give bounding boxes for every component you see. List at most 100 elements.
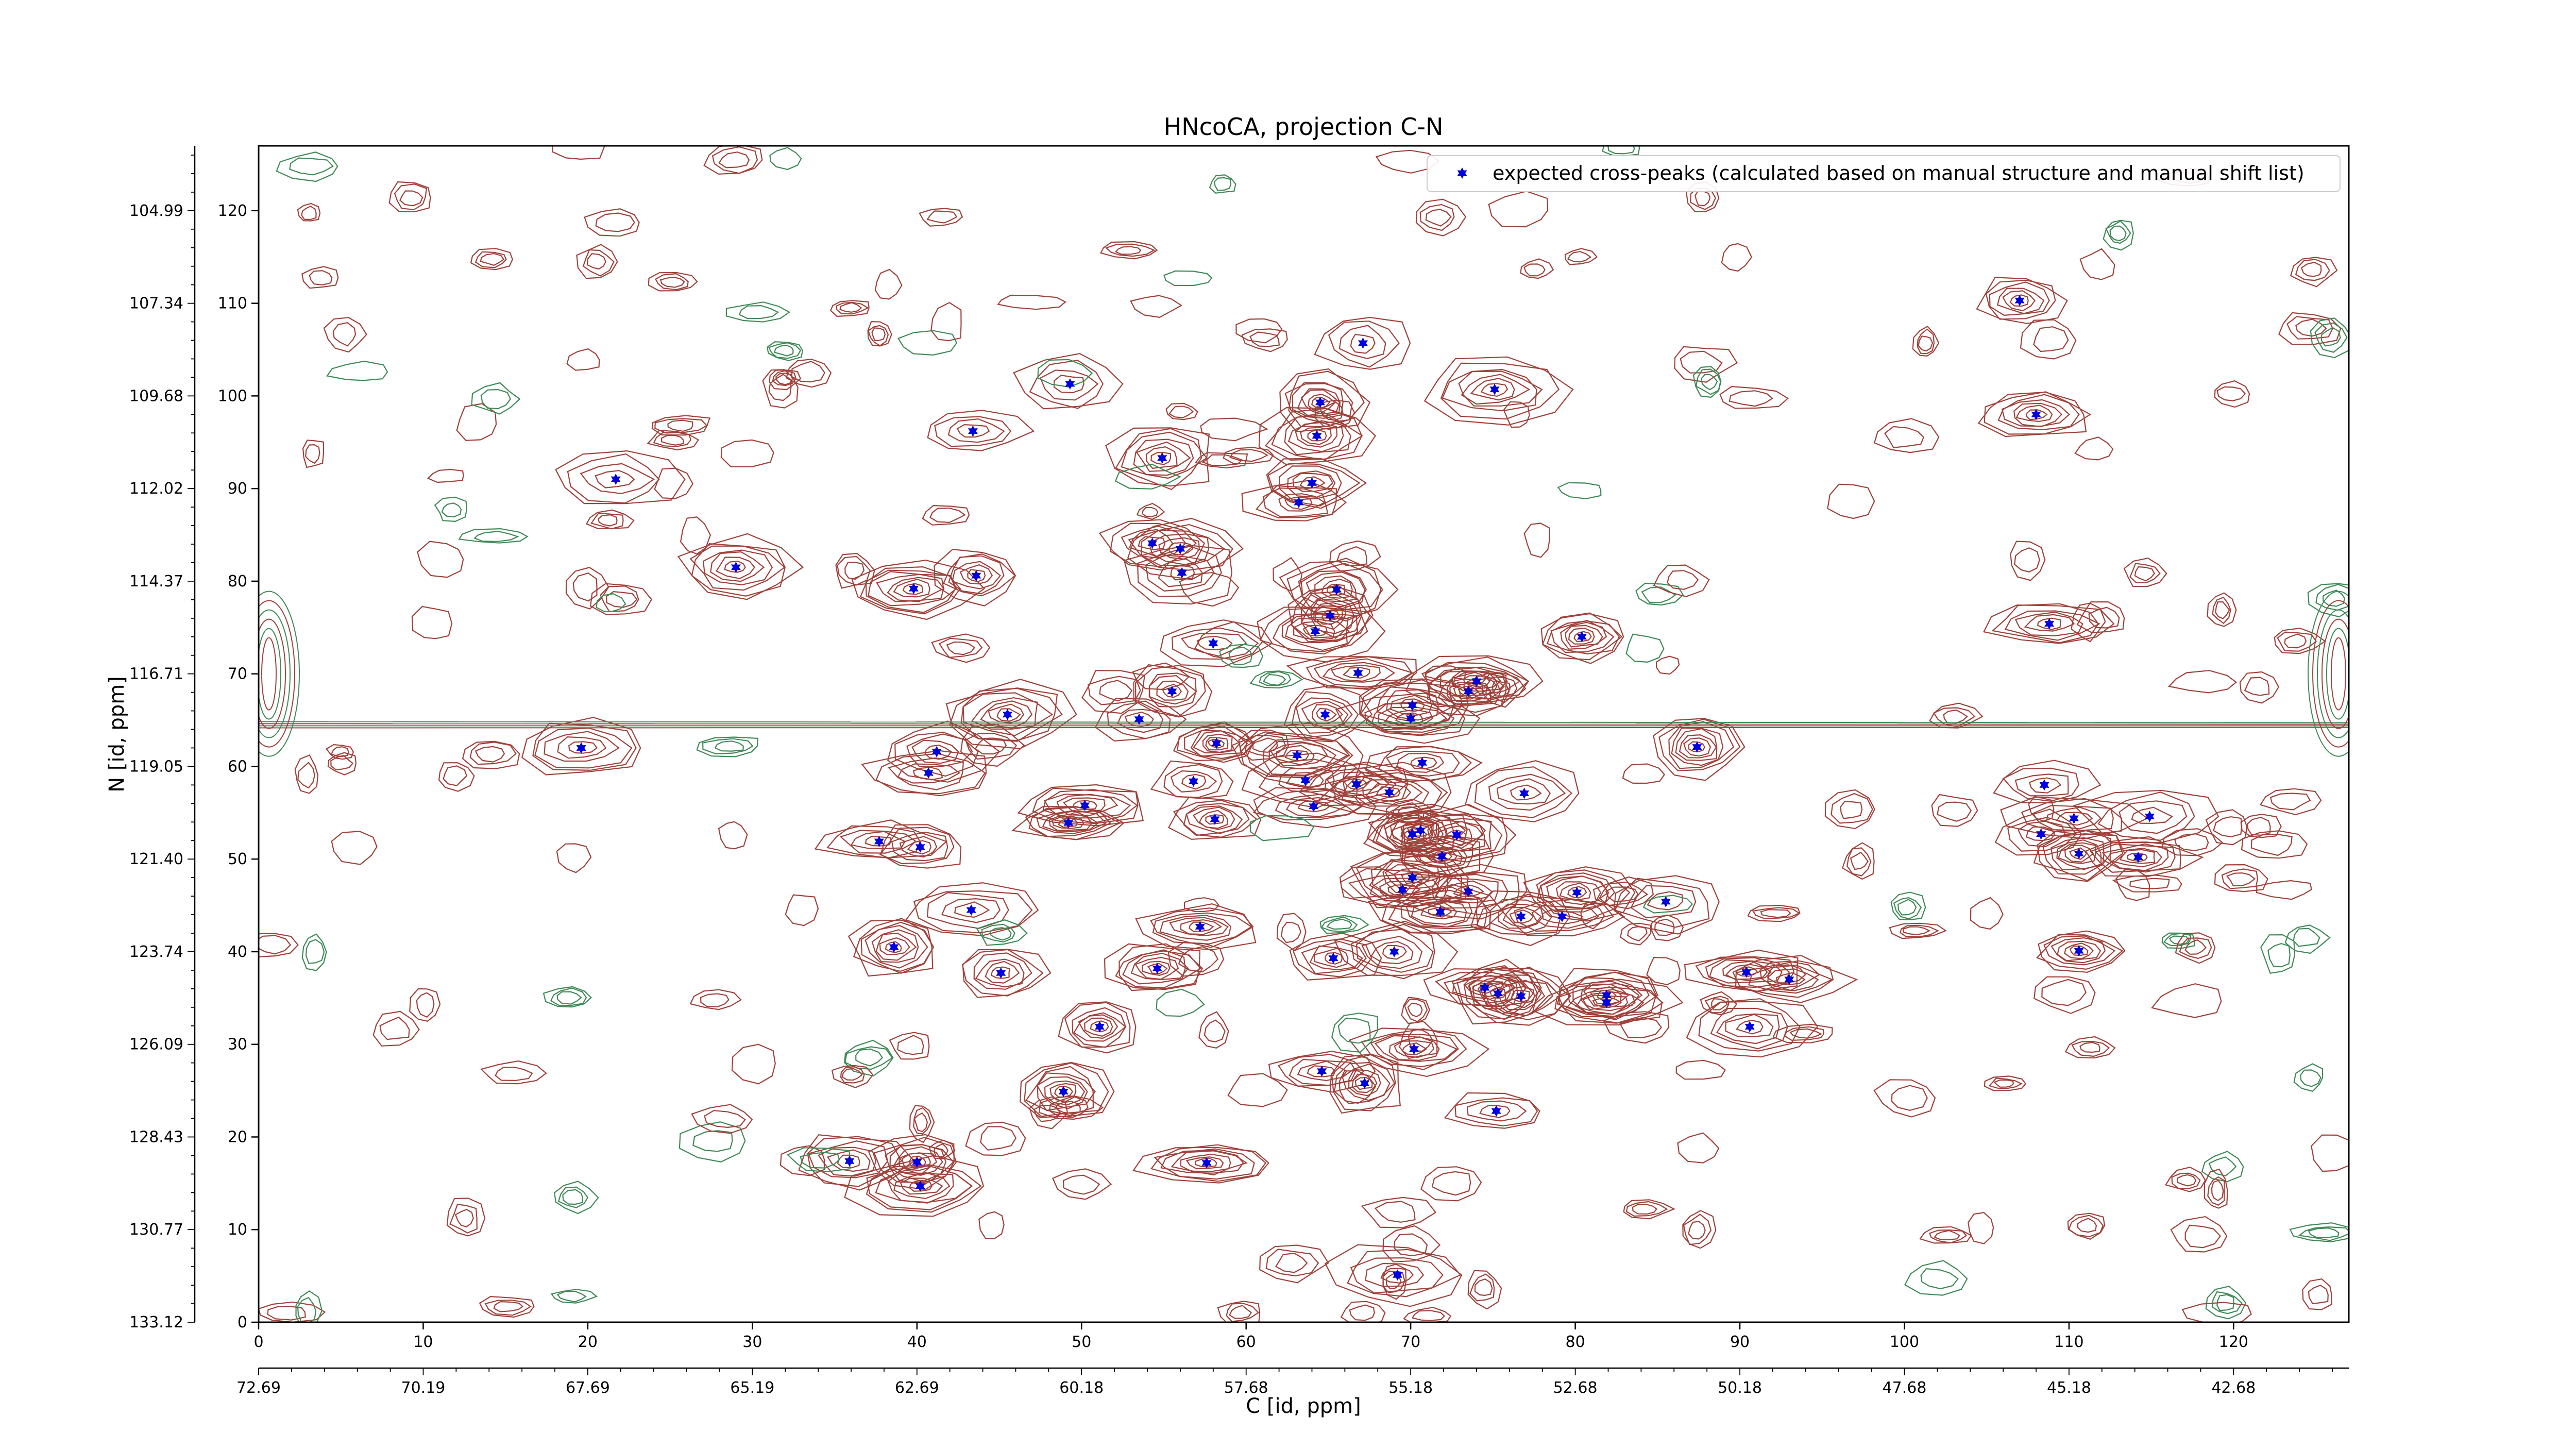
noise-contour	[1928, 1229, 1968, 1244]
peak-contour	[1148, 675, 1197, 705]
peak-contour	[1376, 786, 1401, 798]
peak-contour	[1284, 496, 1313, 510]
noise-contour	[1653, 564, 1710, 597]
noise-contour	[1105, 243, 1156, 257]
peak-contour	[1410, 756, 1437, 770]
noise-contour	[553, 1181, 599, 1215]
expected-peak-marker	[1516, 911, 1526, 922]
peak-contour	[1171, 627, 1259, 660]
expected-peak-marker	[576, 742, 586, 754]
noise-contour	[2109, 225, 2127, 241]
noise-contour	[1667, 570, 1699, 590]
peak-contour	[865, 836, 892, 847]
peak-contour	[1298, 563, 1383, 613]
noise-contour	[1179, 572, 1240, 607]
noise-contour	[934, 1143, 948, 1157]
noise-contour	[480, 252, 505, 266]
peak-contour	[2002, 290, 2036, 312]
peak-contour	[1133, 664, 1213, 718]
peak-contour	[1011, 806, 1125, 840]
expected-peak-marker	[1157, 452, 1167, 464]
noise-contour	[474, 746, 505, 763]
noise-contour	[785, 894, 819, 926]
noise-contour	[480, 389, 511, 410]
expected-peak-marker	[1152, 963, 1162, 974]
noise-contour	[556, 1290, 587, 1303]
ppm-tick-label: 65.19	[730, 1379, 774, 1397]
noise-contour	[1238, 729, 1289, 761]
noise-contour	[2269, 793, 2311, 811]
noise-contour	[1700, 991, 1738, 1016]
noise-contour	[495, 1067, 533, 1081]
expected-peak-marker	[1058, 1086, 1069, 1098]
peak-contour	[1997, 394, 2080, 431]
ppm-tick-label: 60.18	[1059, 1379, 1104, 1397]
noise-contour	[769, 147, 802, 170]
peak-contour	[1458, 370, 1543, 407]
noise-contour	[651, 415, 710, 436]
ppm-tick-label: 62.69	[895, 1379, 939, 1397]
peak-contour	[1040, 369, 1099, 401]
noise-contour	[596, 593, 626, 612]
noise-contour	[1469, 1273, 1495, 1302]
noise-contour	[566, 348, 600, 371]
noise-contour	[929, 507, 966, 523]
noise-contour	[689, 989, 742, 1010]
expected-peak-marker	[1065, 378, 1075, 390]
peak-contour	[702, 549, 773, 586]
peak-contour	[2064, 845, 2094, 863]
peak-contour	[985, 961, 1020, 984]
ppm-tick-label: 130.77	[129, 1221, 183, 1239]
noise-contour	[1394, 1233, 1428, 1257]
noise-contour	[867, 321, 892, 347]
noise-contour	[1918, 335, 1934, 352]
ppm-tick-label: 67.69	[566, 1379, 610, 1397]
noise-contour	[1130, 295, 1183, 318]
peak-contour	[1306, 571, 1366, 610]
expected-peak-marker	[1389, 946, 1399, 957]
noise-contour	[326, 360, 388, 381]
expected-peak-marker	[1188, 776, 1198, 787]
expected-peak-marker	[1353, 667, 1363, 679]
peak-contour	[1523, 866, 1636, 922]
noise-contour	[1349, 1304, 1375, 1321]
noise-contour	[1467, 1270, 1502, 1310]
noise-contour	[836, 301, 869, 315]
noise-contour	[926, 210, 958, 224]
peak-contour	[1369, 878, 1441, 905]
noise-contour	[1632, 1204, 1657, 1215]
peak-contour	[1400, 896, 1479, 928]
noise-contour	[297, 203, 321, 222]
noise-contour	[1682, 1210, 1717, 1249]
expected-peak-marker	[2133, 851, 2143, 863]
peak-contour	[715, 557, 755, 579]
noise-contour	[1273, 557, 1303, 592]
expected-peak-marker	[1491, 1105, 1501, 1117]
noise-contour	[1382, 1225, 1441, 1262]
noise-contour	[964, 733, 1018, 760]
edge-contour	[2321, 618, 2349, 729]
noise-contour	[2129, 878, 2170, 889]
peak-contour	[887, 577, 945, 602]
peak-contour	[1671, 727, 1724, 766]
peak-contour	[1135, 903, 1257, 951]
noise-contour	[1831, 793, 1873, 824]
expected-peak-marker	[1744, 1021, 1755, 1033]
peak-contour	[1347, 1249, 1462, 1298]
peak-contour	[879, 937, 910, 955]
noise-contour	[785, 359, 832, 388]
noise-contour	[1893, 897, 1922, 920]
peak-contour	[1028, 806, 1111, 837]
peak-contour	[1308, 394, 1336, 413]
peak-contour	[1300, 389, 1341, 415]
ppm-tick-label: 114.37	[129, 572, 183, 591]
peak-contour	[595, 469, 635, 488]
peak-contour	[1536, 872, 1616, 913]
noise-contour	[1425, 665, 1466, 682]
peak-contour	[1152, 912, 1252, 945]
noise-contour	[2088, 606, 2120, 629]
noise-contour	[909, 1105, 935, 1143]
peak-contour	[2119, 849, 2156, 864]
peak-contour	[1104, 943, 1201, 990]
peak-contour	[1141, 530, 1226, 567]
